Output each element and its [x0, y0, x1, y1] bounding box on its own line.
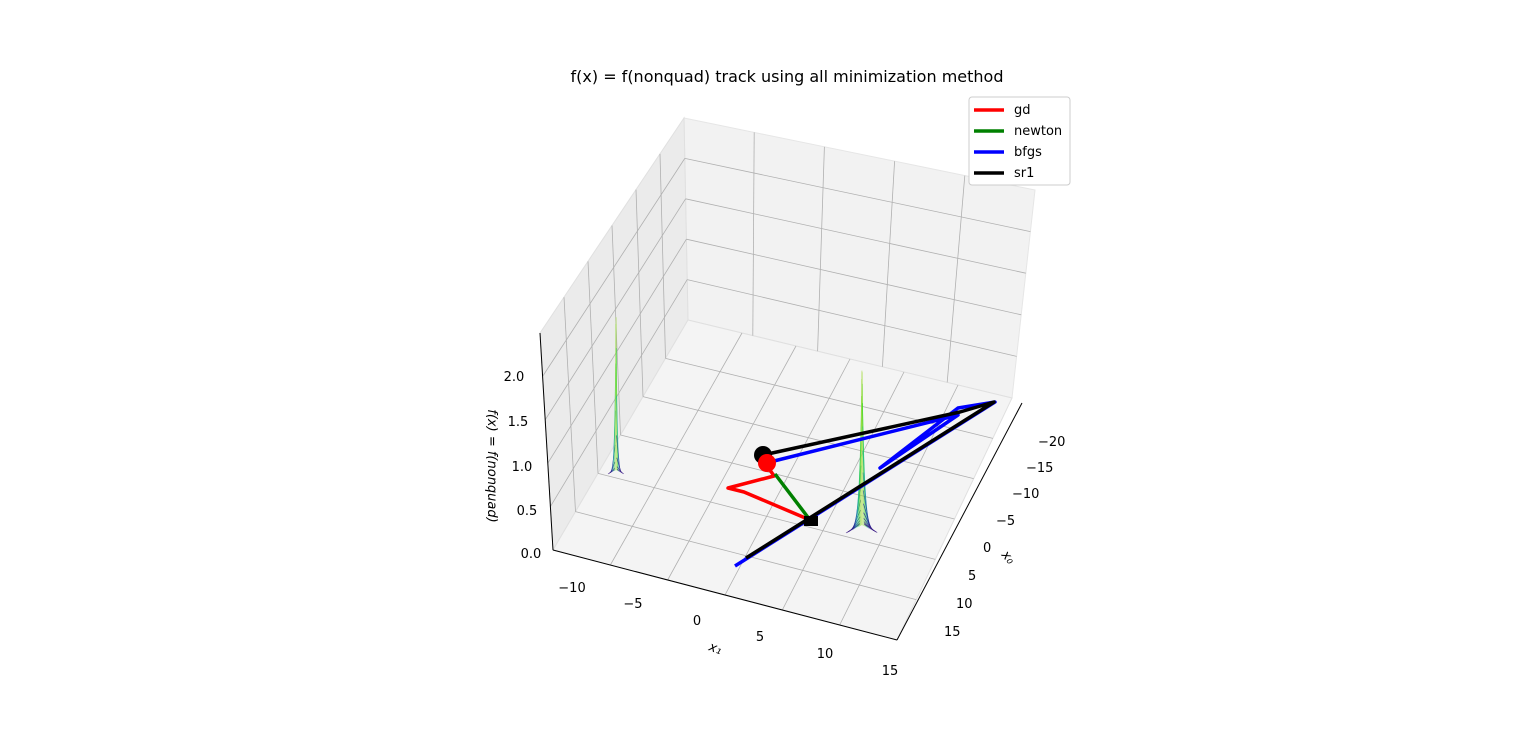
x0-tick-label: 0 [983, 541, 991, 556]
surface-slice [614, 324, 617, 471]
x0-tick-label: 10 [956, 597, 973, 612]
surface-slice [616, 395, 620, 472]
track-sr1 [745, 400, 996, 560]
legend-label: gd [1014, 103, 1031, 118]
x1-axis-label: x₁ [706, 639, 724, 658]
start-point-marker [804, 516, 818, 526]
back-grid-line [687, 279, 1017, 357]
back-grid-line [752, 132, 755, 336]
x0-axis-spine [896, 402, 1023, 641]
grid-lines [539, 132, 1031, 641]
back-grid-line [686, 238, 1022, 316]
x1-axis-spine [552, 549, 898, 641]
side-grid-line [587, 261, 599, 474]
z-tick-label: 0.5 [517, 504, 538, 519]
gd-end-point [758, 454, 776, 472]
track-newton [773, 472, 812, 522]
x0-tick-label: −10 [1012, 487, 1039, 502]
back-grid-line [817, 146, 825, 352]
x1-tick-label: −10 [558, 581, 585, 596]
z-axis-spine [539, 332, 554, 551]
z-tick-label: 1.0 [512, 460, 533, 475]
legend-entry-newton: newton [974, 124, 1062, 139]
chart-title: f(x) = f(nonquad) track using all minimi… [571, 67, 1004, 86]
x1-tick-label: 0 [693, 614, 701, 629]
track-gd [726, 463, 811, 522]
side-grid-line [542, 158, 686, 377]
legend-label: newton [1014, 124, 1062, 139]
surface-slice [616, 469, 624, 475]
legend-entry-bfgs: bfgs [974, 145, 1042, 160]
side-grid-line [547, 238, 687, 464]
axes-panes [539, 116, 1036, 641]
x0-axis-label: x₀ [997, 547, 1018, 568]
z-tick-label: 2.0 [504, 370, 525, 385]
x0-tick-label: 15 [944, 625, 961, 640]
back-grid-line [684, 158, 1031, 232]
x1-tick-label: −5 [623, 597, 642, 612]
surface-slice [864, 524, 878, 533]
legend-entry-gd: gd [974, 103, 1031, 118]
side-grid-line [635, 189, 644, 397]
x0-tick-label: 5 [968, 569, 976, 584]
z-tick-label: 1.5 [508, 415, 529, 430]
surface-curtain-left [607, 317, 624, 475]
x1-tick-label: 15 [882, 664, 899, 679]
legend-label: bfgs [1014, 145, 1042, 160]
legend-box [968, 96, 1071, 186]
x1-tick-label: 5 [756, 630, 764, 645]
back-grid-line [685, 198, 1026, 274]
z-axis-label: f(x) = f(nonquad) [484, 409, 499, 522]
x0-tick-label: −5 [996, 514, 1015, 529]
surface-slice [616, 457, 622, 473]
x0-tick-label: −15 [1026, 461, 1053, 476]
tracks [726, 400, 997, 568]
side-grid-line [550, 279, 688, 507]
side-grid-line [544, 198, 686, 421]
legend-entry-sr1: sr1 [974, 166, 1034, 181]
side-grid-line [659, 153, 666, 359]
back-grid-line [882, 161, 895, 367]
z-tick-label: 0.0 [521, 547, 542, 562]
legend-label: sr1 [1014, 166, 1034, 181]
side-grid-line [563, 297, 576, 512]
x1-tick-label: 10 [817, 647, 834, 662]
x0-tick-label: −20 [1038, 435, 1065, 450]
tick-labels: −20−15−10−5051015−10−50510150.00.51.01.5… [504, 370, 1066, 679]
back-grid-line [946, 175, 966, 383]
legend: gd newton bfgs sr1 [968, 96, 1071, 186]
